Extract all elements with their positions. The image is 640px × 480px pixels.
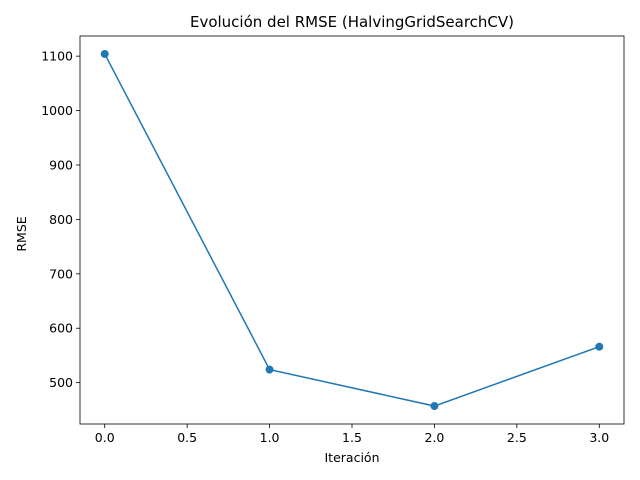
y-tick-label: 900 — [49, 157, 73, 172]
x-tick-label: 1.0 — [260, 430, 280, 445]
y-tick-label: 500 — [49, 375, 73, 390]
x-tick-label: 0.5 — [177, 430, 197, 445]
y-tick-label: 1000 — [41, 103, 73, 118]
x-tick-label: 3.0 — [589, 430, 609, 445]
series-line — [104, 53, 600, 407]
chart-title: Evolución del RMSE (HalvingGridSearchCV) — [190, 13, 514, 31]
x-axis-label: Iteración — [325, 450, 380, 465]
x-tick-label: 2.5 — [507, 430, 527, 445]
data-point — [595, 342, 604, 351]
x-tick-label: 2.0 — [424, 430, 444, 445]
data-point — [100, 49, 109, 58]
y-tick-label: 700 — [49, 266, 73, 281]
data-point — [265, 365, 274, 374]
y-axis-label: RMSE — [14, 216, 29, 251]
x-tick-label: 1.5 — [342, 430, 362, 445]
y-tick-label: 600 — [49, 321, 73, 336]
plot-area: 0.0 0.5 1.0 1.5 2.0 2.5 3.0 500 600 700 800 900 1000… — [41, 35, 625, 445]
y-tick-label: 800 — [49, 212, 73, 227]
x-tick-label: 0.0 — [95, 430, 115, 445]
y-tick-label: 1100 — [41, 49, 73, 64]
data-point — [430, 402, 439, 411]
